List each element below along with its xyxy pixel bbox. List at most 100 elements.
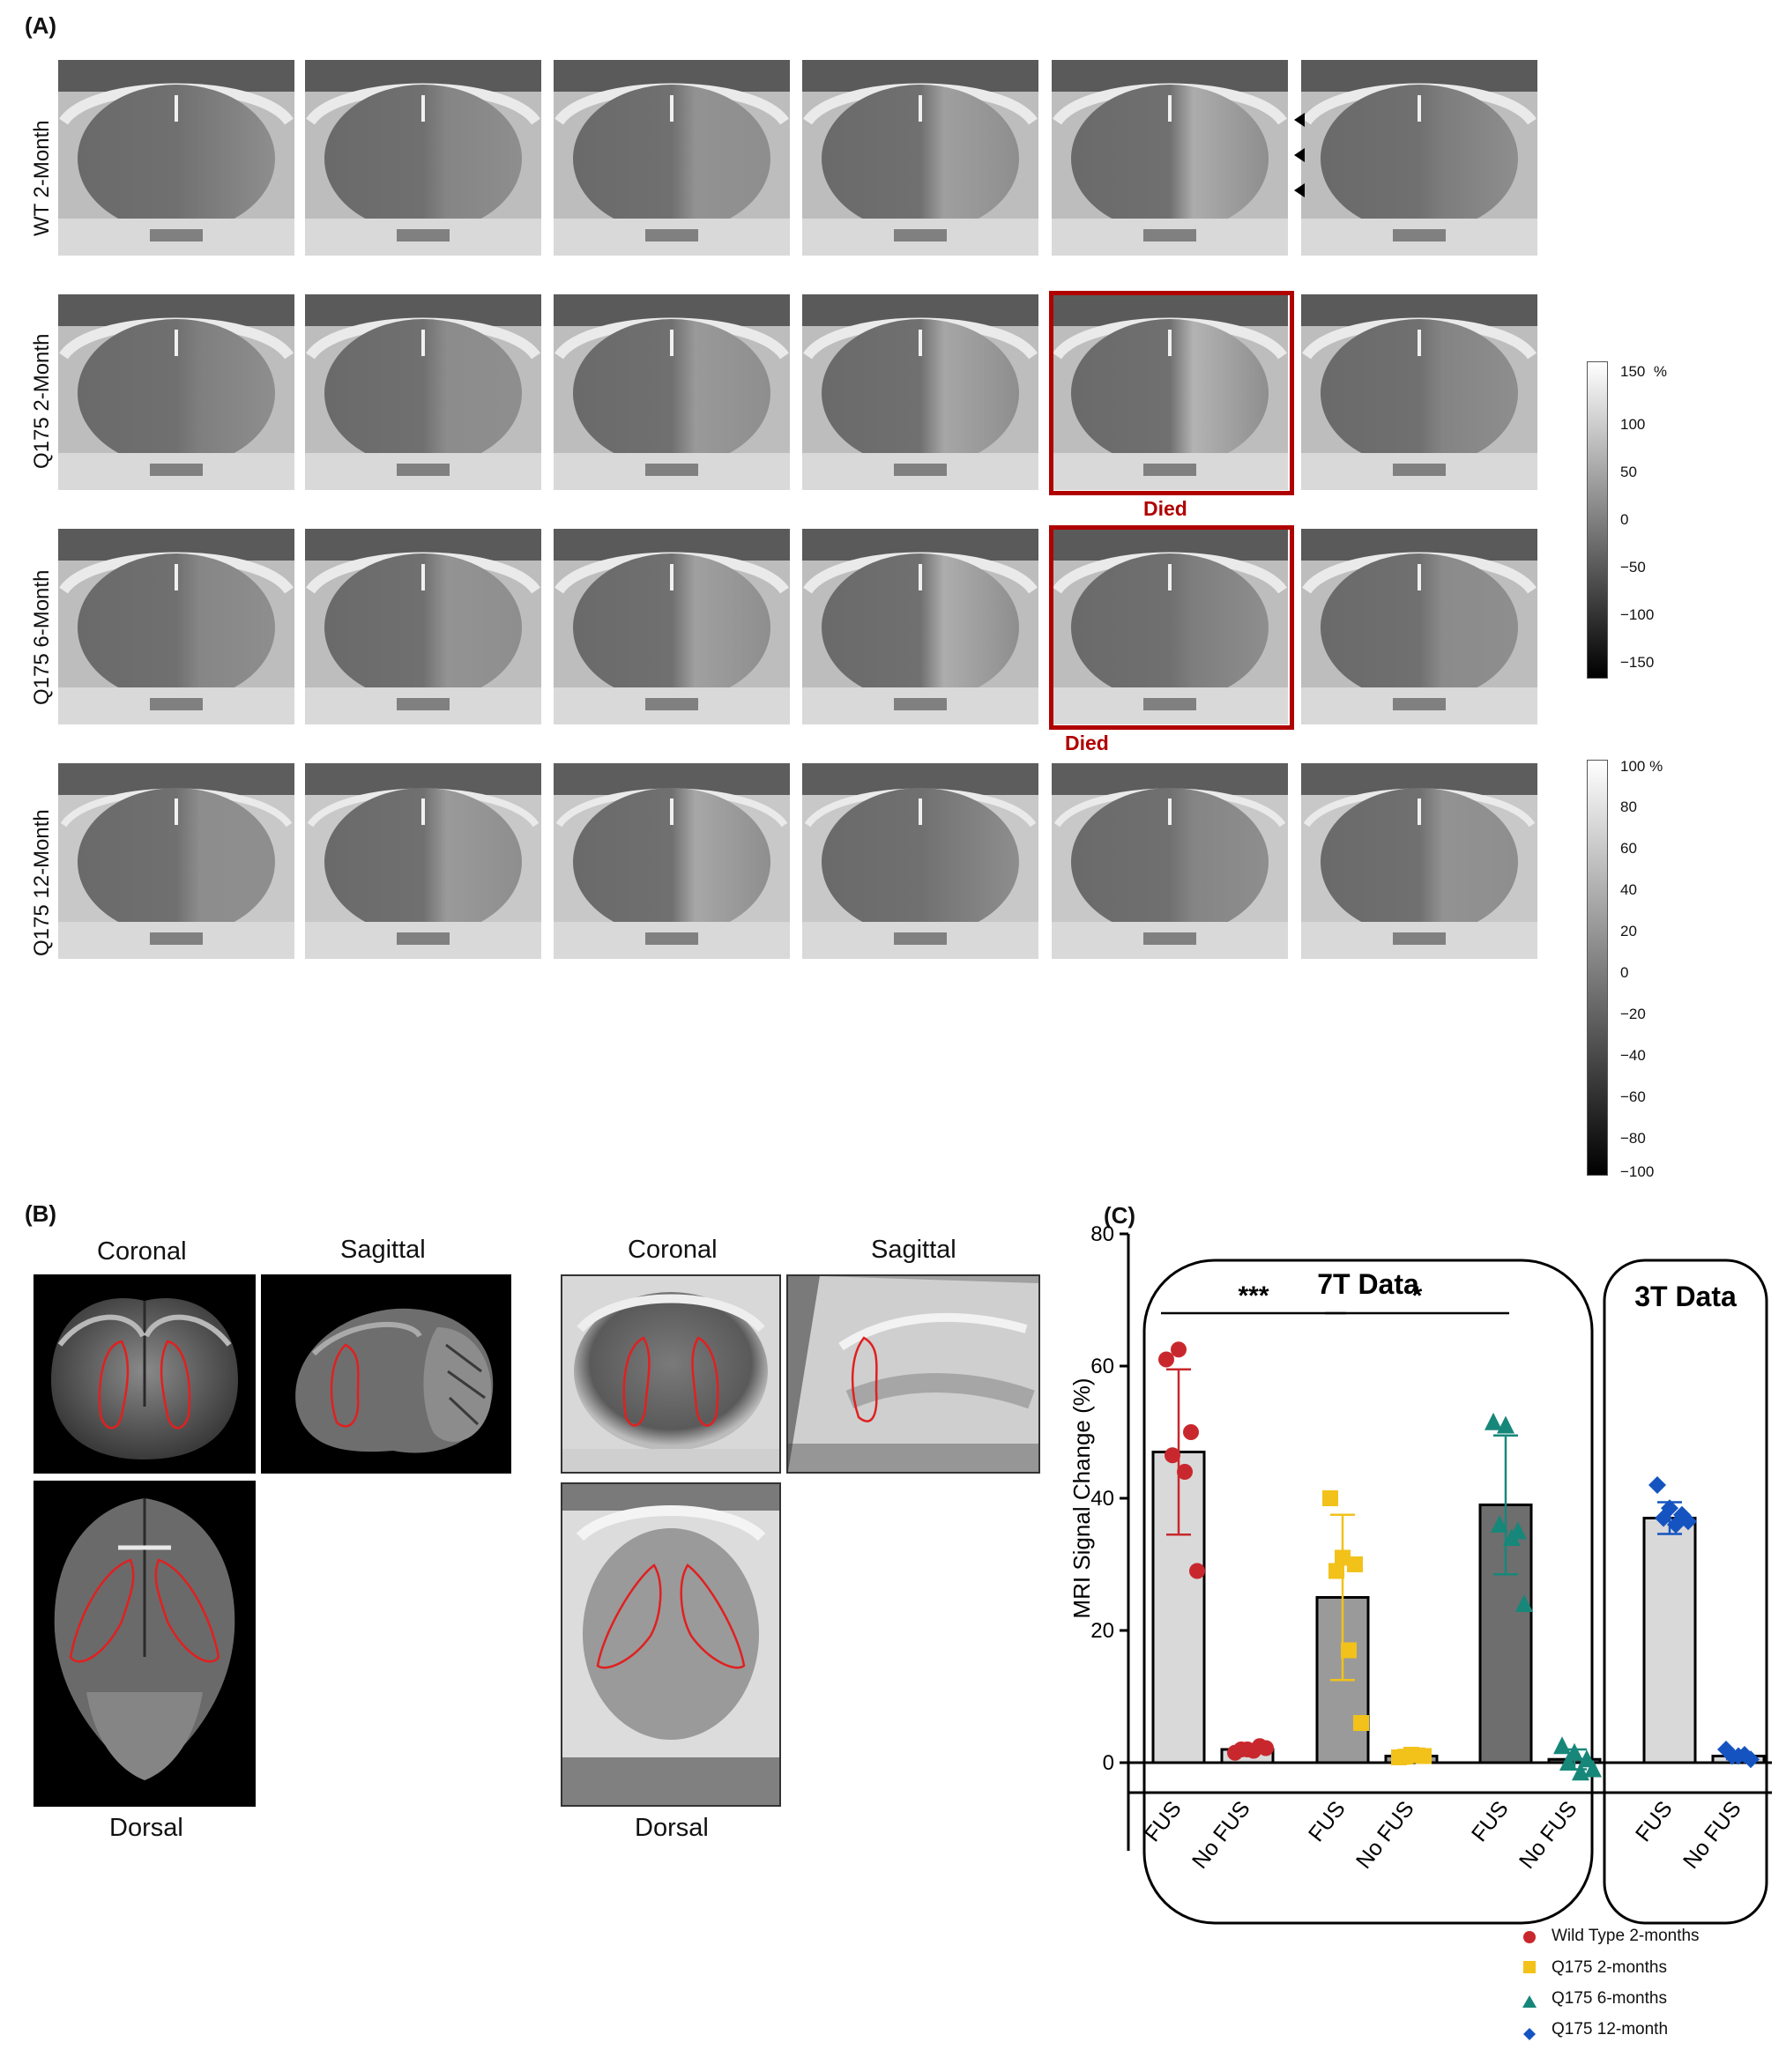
mri-slice: [58, 763, 294, 959]
colorbar-7t-tick: −100: [1620, 606, 1655, 623]
data-point: [1667, 1516, 1685, 1534]
group-box-3t: [1603, 1259, 1768, 1925]
mri-slice: [1052, 60, 1288, 256]
data-point: [1171, 1341, 1187, 1358]
mri-coronal-image: [561, 1274, 781, 1474]
colorbar-3t-tick: 60: [1620, 840, 1637, 857]
data-point: [1341, 1642, 1357, 1659]
died-label-row3: Died: [1065, 732, 1109, 754]
atlas-dorsal-image: [33, 1481, 256, 1807]
colorbar-7t-unit: 150 %: [1620, 363, 1667, 380]
data-point: [1347, 1556, 1363, 1572]
x-category-label: FUS: [1467, 1796, 1514, 1846]
label-coronal-mri: Coronal: [628, 1236, 718, 1264]
y-tick-label: 40: [1090, 1487, 1114, 1511]
colorbar-7t-tick: −150: [1620, 654, 1655, 671]
mri-slice: [1301, 60, 1537, 256]
legend-marker-circle: [1523, 1931, 1536, 1943]
arrowhead-markers: [1294, 113, 1305, 197]
mri-slice: [58, 529, 294, 724]
legend-marker-diamond: [1523, 2028, 1536, 2040]
died-frame-row3: [1049, 525, 1294, 730]
data-point: [1578, 1749, 1596, 1768]
data-point: [1246, 1742, 1261, 1759]
colorbar-3t-tick: −80: [1620, 1130, 1646, 1147]
colorbar-7t-tick: 0: [1620, 511, 1629, 528]
y-tick-label: 20: [1090, 1619, 1114, 1643]
data-point: [1655, 1509, 1672, 1527]
died-label-row2: Died: [1143, 497, 1187, 520]
colorbar-3t-tick: 20: [1620, 923, 1637, 939]
mri-slice: [1052, 294, 1288, 490]
mri-slice: [1301, 294, 1537, 490]
colorbar-3t-tick: 0: [1620, 964, 1629, 981]
data-point: [1553, 1736, 1571, 1755]
data-point: [1584, 1759, 1602, 1778]
mri-slice: [1052, 763, 1288, 959]
colorbar-3t-tick: −40: [1620, 1047, 1646, 1064]
x-category-label: No FUS: [1351, 1796, 1419, 1873]
mri-slice: [554, 60, 790, 256]
colorbar-7t-tick: −50: [1620, 559, 1646, 576]
data-point: [1158, 1351, 1174, 1368]
mri-sagittal-image: [786, 1274, 1040, 1474]
atlas-coronal-image: [33, 1274, 256, 1474]
data-point: [1736, 1746, 1753, 1764]
mri-slice: [305, 763, 541, 959]
significance-label: *: [1412, 1281, 1423, 1311]
mri-slice: [305, 529, 541, 724]
significance-label: ***: [1238, 1281, 1269, 1311]
label-sagittal-atlas: Sagittal: [340, 1236, 426, 1264]
colorbar-3t-unit: 100 %: [1620, 758, 1663, 775]
x-category-label: No FUS: [1514, 1796, 1582, 1873]
bar: [1642, 1517, 1697, 1764]
legend-marker-square: [1523, 1961, 1536, 1973]
mri-slice: [58, 60, 294, 256]
mri-slice: [1301, 763, 1537, 959]
data-point: [1515, 1594, 1533, 1612]
data-point: [1177, 1464, 1193, 1480]
mri-slice: [554, 294, 790, 490]
x-category-label: FUS: [1631, 1796, 1678, 1846]
mri-slice: [802, 763, 1038, 959]
colorbar-3t-tick: 40: [1620, 881, 1637, 898]
mri-slice: [802, 294, 1038, 490]
colorbar-7t-tick: 50: [1620, 464, 1637, 480]
data-point: [1397, 1749, 1413, 1765]
legend-item-q175-2: Q175 2-months: [1552, 1958, 1667, 1977]
legend-markers: [1522, 1931, 1537, 2040]
mri-slice: [58, 294, 294, 490]
colorbar-3t-tick: 80: [1620, 798, 1637, 815]
data-point: [1189, 1563, 1205, 1579]
panel-a-letter: (A): [25, 12, 57, 39]
label-sagittal-mri: Sagittal: [871, 1236, 956, 1264]
row-label-q175-2month: Q175 2-Month: [30, 333, 54, 469]
mri-slice: [305, 294, 541, 490]
panel-b-letter: (B): [25, 1200, 57, 1227]
y-tick-label: 80: [1090, 1222, 1114, 1246]
data-point: [1328, 1563, 1344, 1579]
legend-item-wt2: Wild Type 2-months: [1552, 1927, 1700, 1945]
mri-slice: [305, 60, 541, 256]
data-point: [1497, 1415, 1514, 1434]
data-point: [1322, 1490, 1338, 1506]
data-point: [1648, 1476, 1666, 1494]
data-point: [1353, 1715, 1369, 1731]
data-point: [1183, 1424, 1199, 1440]
mri-slice: [1052, 529, 1288, 724]
colorbar-3t-tick: −100: [1620, 1163, 1655, 1180]
mri-slice: [802, 60, 1038, 256]
data-point: [1258, 1740, 1274, 1756]
label-coronal-atlas: Coronal: [97, 1237, 187, 1266]
x-category-label: FUS: [1304, 1796, 1351, 1846]
group-title-7t: 7T Data: [1317, 1268, 1419, 1300]
data-point: [1410, 1747, 1425, 1764]
data-point: [1491, 1515, 1508, 1533]
data-point: [1485, 1412, 1502, 1430]
died-frame-row2: [1049, 291, 1294, 495]
label-dorsal-atlas: Dorsal: [109, 1814, 183, 1842]
legend-marker-triangle: [1522, 1995, 1537, 2008]
mri-slice: [554, 529, 790, 724]
group-title-3t: 3T Data: [1634, 1281, 1737, 1312]
x-category-label: No FUS: [1678, 1796, 1746, 1873]
